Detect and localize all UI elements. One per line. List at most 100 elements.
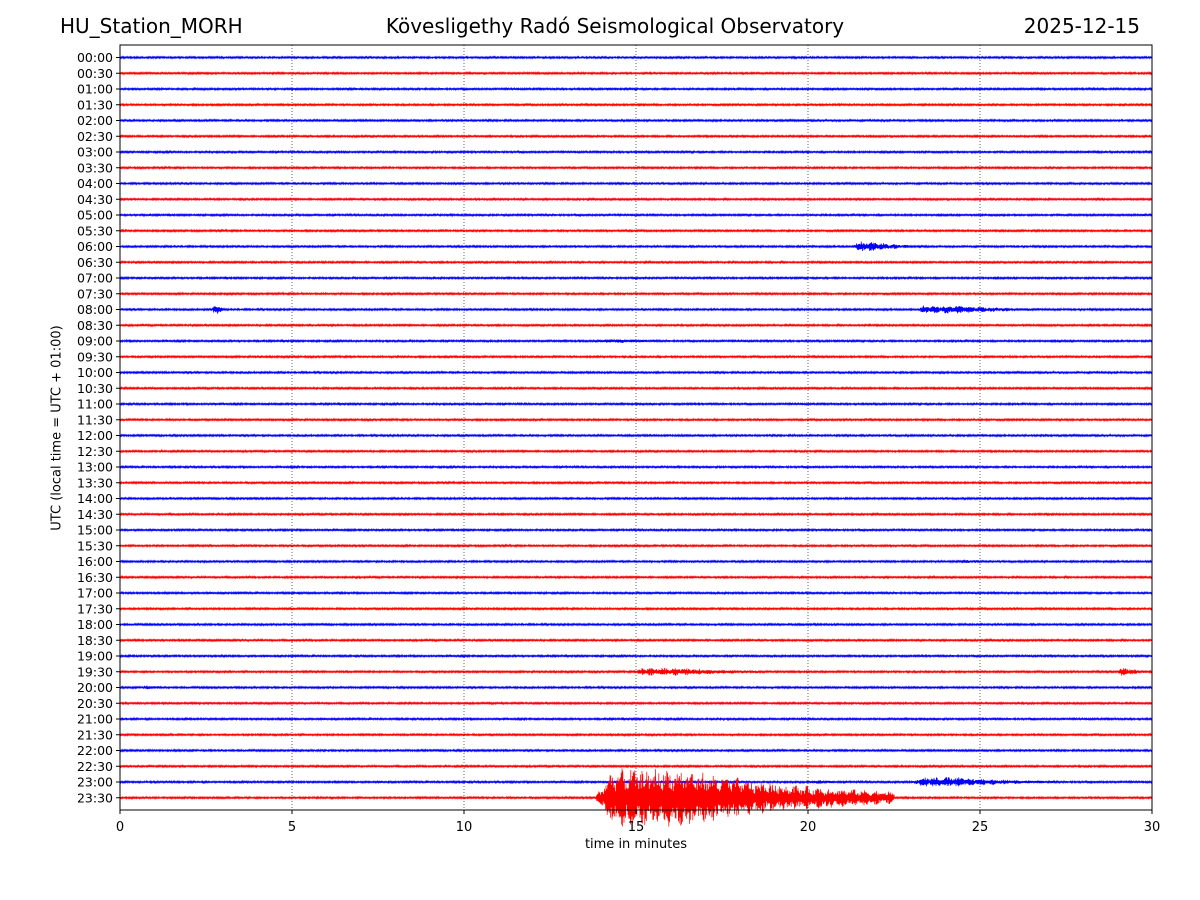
y-tick-label: 02:30 <box>77 129 113 144</box>
y-tick-label: 09:00 <box>77 334 113 349</box>
y-tick-label: 07:00 <box>77 271 113 286</box>
y-tick-label: 01:00 <box>77 82 113 97</box>
y-tick-label: 17:30 <box>77 601 113 616</box>
y-tick-label: 20:00 <box>77 680 113 695</box>
trace-1400 <box>119 496 1153 501</box>
y-tick-label: 00:30 <box>77 66 113 81</box>
y-tick-label: 23:30 <box>77 790 113 805</box>
trace-0500 <box>119 212 1153 218</box>
y-tick-label: 11:30 <box>77 412 113 427</box>
y-tick-label: 16:00 <box>77 554 113 569</box>
y-tick-label: 02:00 <box>77 113 113 128</box>
trace-1930 <box>119 667 1153 676</box>
trace-1500 <box>119 527 1153 533</box>
trace-2300 <box>119 777 1153 787</box>
x-tick-label: 30 <box>1144 820 1161 835</box>
x-tick-label: 25 <box>972 820 989 835</box>
y-tick-label: 19:30 <box>77 664 113 679</box>
trace-0000 <box>119 55 1153 60</box>
trace-2030 <box>119 700 1153 706</box>
x-tick-label: 10 <box>456 820 473 835</box>
y-tick-label: 18:00 <box>77 617 113 632</box>
trace-0100 <box>119 86 1153 92</box>
trace-0730 <box>119 291 1153 297</box>
y-tick-label: 06:30 <box>77 255 113 270</box>
y-tick-label: 17:00 <box>77 586 113 601</box>
y-tick-label: 11:00 <box>77 397 113 412</box>
x-tick-label: 15 <box>628 820 645 835</box>
y-tick-label: 21:00 <box>77 712 113 727</box>
y-tick-labels: 00:0000:3001:0001:3002:0002:3003:0003:30… <box>77 50 120 805</box>
trace-1600 <box>119 559 1153 564</box>
y-tick-label: 06:00 <box>77 239 113 254</box>
trace-1830 <box>119 637 1153 643</box>
trace-1000 <box>119 370 1153 375</box>
trace-1530 <box>119 543 1153 549</box>
trace-2200 <box>119 748 1153 753</box>
trace-0330 <box>119 165 1153 171</box>
y-tick-label: 15:30 <box>77 538 113 553</box>
trace-0400 <box>119 181 1153 186</box>
y-tick-label: 05:30 <box>77 223 113 238</box>
trace-1630 <box>119 574 1153 580</box>
trace-1730 <box>119 606 1153 612</box>
trace-1100 <box>119 401 1153 407</box>
trace-0800 <box>119 305 1153 314</box>
trace-1900 <box>119 653 1153 659</box>
y-tick-label: 12:00 <box>77 428 113 443</box>
trace-1030 <box>119 385 1153 391</box>
y-tick-label: 16:30 <box>77 570 113 585</box>
y-tick-label: 08:00 <box>77 302 113 317</box>
y-tick-label: 07:30 <box>77 286 113 301</box>
y-tick-label: 05:00 <box>77 208 113 223</box>
y-tick-label: 15:00 <box>77 523 113 538</box>
y-tick-label: 04:00 <box>77 176 113 191</box>
y-tick-label: 01:30 <box>77 97 113 112</box>
y-tick-label: 03:00 <box>77 145 113 160</box>
trace-1430 <box>119 511 1153 517</box>
trace-1330 <box>119 480 1153 486</box>
y-tick-label: 19:00 <box>77 649 113 664</box>
y-tick-label: 21:30 <box>77 727 113 742</box>
chart-date: 2025-12-15 <box>1023 14 1140 38</box>
y-tick-label: 10:00 <box>77 365 113 380</box>
trace-1200 <box>119 433 1153 438</box>
y-tick-label: 22:30 <box>77 759 113 774</box>
y-tick-label: 12:30 <box>77 444 113 459</box>
trace-2130 <box>119 732 1153 738</box>
chart-title: Kövesligethy Radó Seismological Observat… <box>385 14 845 38</box>
x-axis-label: time in minutes <box>584 837 688 852</box>
trace-0130 <box>119 102 1153 108</box>
trace-1800 <box>119 622 1153 627</box>
station-name: HU_Station_MORH <box>60 14 243 38</box>
trace-0200 <box>119 118 1153 123</box>
trace-0030 <box>119 70 1153 76</box>
y-tick-label: 23:00 <box>77 775 113 790</box>
plot-frame <box>119 44 1153 811</box>
y-tick-label: 22:00 <box>77 743 113 758</box>
y-tick-label: 00:00 <box>77 50 113 65</box>
trace-1230 <box>119 448 1153 454</box>
y-tick-label: 04:30 <box>77 192 113 207</box>
trace-0830 <box>119 322 1153 328</box>
y-tick-label: 10:30 <box>77 381 113 396</box>
trace-2000 <box>119 685 1153 690</box>
y-tick-label: 13:00 <box>77 460 113 475</box>
trace-0930 <box>119 354 1153 360</box>
x-tick-label: 0 <box>116 820 124 835</box>
y-axis-label: UTC (local time = UTC + 01:00) <box>49 325 65 531</box>
trace-0600 <box>119 241 1153 252</box>
trace-1300 <box>119 464 1153 470</box>
y-tick-label: 20:30 <box>77 696 113 711</box>
y-tick-label: 14:00 <box>77 491 113 506</box>
trace-0900 <box>119 338 1153 344</box>
trace-0700 <box>119 275 1153 281</box>
y-tick-label: 13:30 <box>77 475 113 490</box>
trace-0530 <box>119 228 1153 234</box>
trace-0300 <box>119 149 1153 155</box>
x-tick-label: 5 <box>288 820 296 835</box>
x-tick-labels: 0 5 10 15 20 25 30 <box>116 810 1160 835</box>
y-tick-label: 18:30 <box>77 633 113 648</box>
y-tick-label: 08:30 <box>77 318 113 333</box>
